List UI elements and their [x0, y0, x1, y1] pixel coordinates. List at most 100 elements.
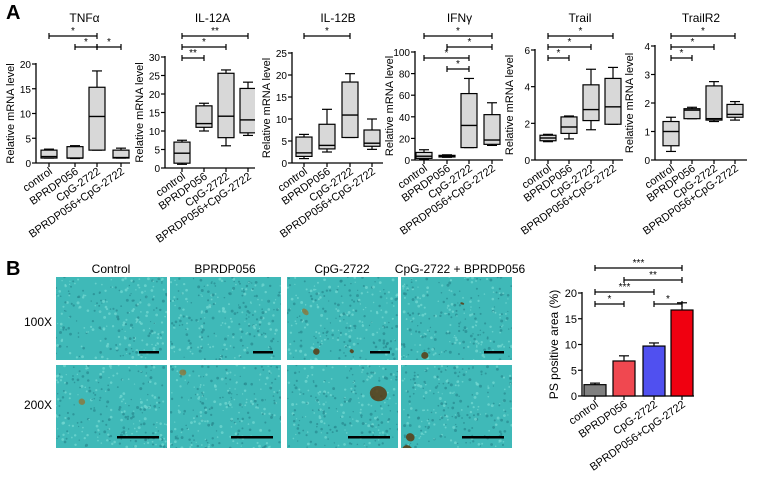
svg-text:0: 0: [281, 159, 287, 170]
bar: [612, 360, 636, 397]
column-label-control: Control: [91, 262, 131, 276]
svg-text:*: *: [456, 59, 460, 70]
svg-text:*: *: [557, 48, 561, 59]
y-axis-label: Relative mRNA level: [5, 63, 17, 163]
bar: [642, 345, 666, 397]
chart-title: TNFα: [69, 11, 99, 25]
svg-text:*: *: [445, 48, 449, 59]
svg-text:1: 1: [644, 128, 650, 139]
micrograph-cpg-2722-100x: [287, 277, 398, 360]
y-axis-label: Relative mRNA level: [384, 56, 396, 156]
svg-text:*: *: [84, 37, 88, 48]
svg-text:5: 5: [25, 134, 31, 145]
row-label-200x: 200X: [24, 398, 53, 412]
svg-text:15: 15: [565, 314, 577, 326]
micrograph-cpg-2722-200x: [287, 365, 398, 448]
svg-text:*: *: [468, 37, 472, 48]
box: [460, 92, 478, 149]
box: [217, 72, 235, 139]
column-label-bprdp056: BPRDP056: [194, 262, 256, 276]
panel-label-b: B: [6, 258, 21, 280]
scale-bar: [348, 436, 390, 439]
box: [88, 86, 106, 151]
y-axis-label: PS positive area (%): [547, 290, 561, 399]
y-axis-label: Relative mRNA level: [504, 55, 516, 155]
svg-text:10: 10: [20, 110, 32, 121]
svg-text:2: 2: [524, 119, 530, 130]
svg-text:100: 100: [393, 48, 410, 59]
micrograph-control-200x: [56, 365, 167, 448]
box: [582, 84, 600, 122]
box: [341, 81, 359, 139]
svg-text:*: *: [579, 26, 583, 37]
y-axis-label: Relative mRNA level: [261, 58, 273, 158]
svg-text:*: *: [107, 37, 111, 48]
svg-text:20: 20: [20, 60, 32, 71]
svg-text:2: 2: [644, 99, 650, 110]
svg-text:80: 80: [399, 70, 411, 81]
box: [415, 151, 433, 159]
chart-title: IL-12B: [320, 11, 355, 25]
micrograph-bprdp056-100x: [170, 277, 281, 360]
column-label-combo: CpG-2722 + BPRDP056: [394, 262, 526, 276]
svg-text:15: 15: [20, 85, 32, 96]
svg-text:60: 60: [399, 91, 411, 102]
row-label-100x: 100X: [24, 315, 53, 329]
bar: [583, 384, 607, 397]
svg-text:20: 20: [565, 288, 577, 300]
svg-text:**: **: [649, 270, 657, 281]
chart-title: Trail: [569, 11, 592, 25]
svg-text:20: 20: [399, 134, 411, 145]
svg-text:*: *: [608, 294, 612, 305]
scale-bar: [462, 436, 504, 439]
box: [604, 77, 622, 125]
svg-text:*: *: [691, 37, 695, 48]
chart-title: IFNγ: [447, 11, 472, 25]
box: [295, 136, 313, 157]
svg-text:10: 10: [149, 127, 161, 138]
svg-text:15: 15: [149, 109, 161, 120]
svg-text:10: 10: [565, 340, 577, 352]
svg-text:4: 4: [644, 42, 650, 53]
box: [705, 85, 723, 121]
svg-text:20: 20: [149, 90, 161, 101]
svg-text:**: **: [189, 48, 197, 59]
scale-bar: [253, 351, 273, 354]
svg-text:*: *: [456, 26, 460, 37]
y-axis-label: Relative mRNA level: [134, 62, 146, 162]
svg-text:**: **: [211, 26, 219, 37]
svg-text:0: 0: [644, 156, 650, 167]
svg-text:*: *: [568, 37, 572, 48]
box: [560, 116, 578, 135]
svg-text:0: 0: [25, 159, 31, 170]
box: [239, 87, 255, 134]
svg-text:*: *: [325, 26, 329, 37]
chart-title: IL-12A: [195, 11, 230, 25]
svg-text:***: ***: [619, 282, 631, 293]
svg-text:0: 0: [154, 164, 160, 175]
svg-text:*: *: [202, 37, 206, 48]
svg-text:*: *: [71, 26, 75, 37]
scale-bar: [231, 436, 273, 439]
svg-text:3: 3: [644, 71, 650, 82]
svg-text:4: 4: [524, 83, 530, 94]
chart-title: TrailR2: [682, 11, 721, 25]
svg-text:30: 30: [149, 53, 161, 64]
bar: [670, 309, 694, 397]
svg-text:6: 6: [524, 46, 530, 57]
box: [683, 108, 701, 120]
box: [66, 146, 84, 159]
box: [363, 129, 381, 147]
svg-text:***: ***: [633, 258, 645, 269]
box: [318, 123, 336, 150]
svg-text:20: 20: [276, 71, 288, 82]
box: [726, 103, 744, 118]
y-axis-label: Relative mRNA level: [624, 53, 636, 153]
scale-bar: [484, 351, 504, 354]
box: [662, 120, 680, 147]
